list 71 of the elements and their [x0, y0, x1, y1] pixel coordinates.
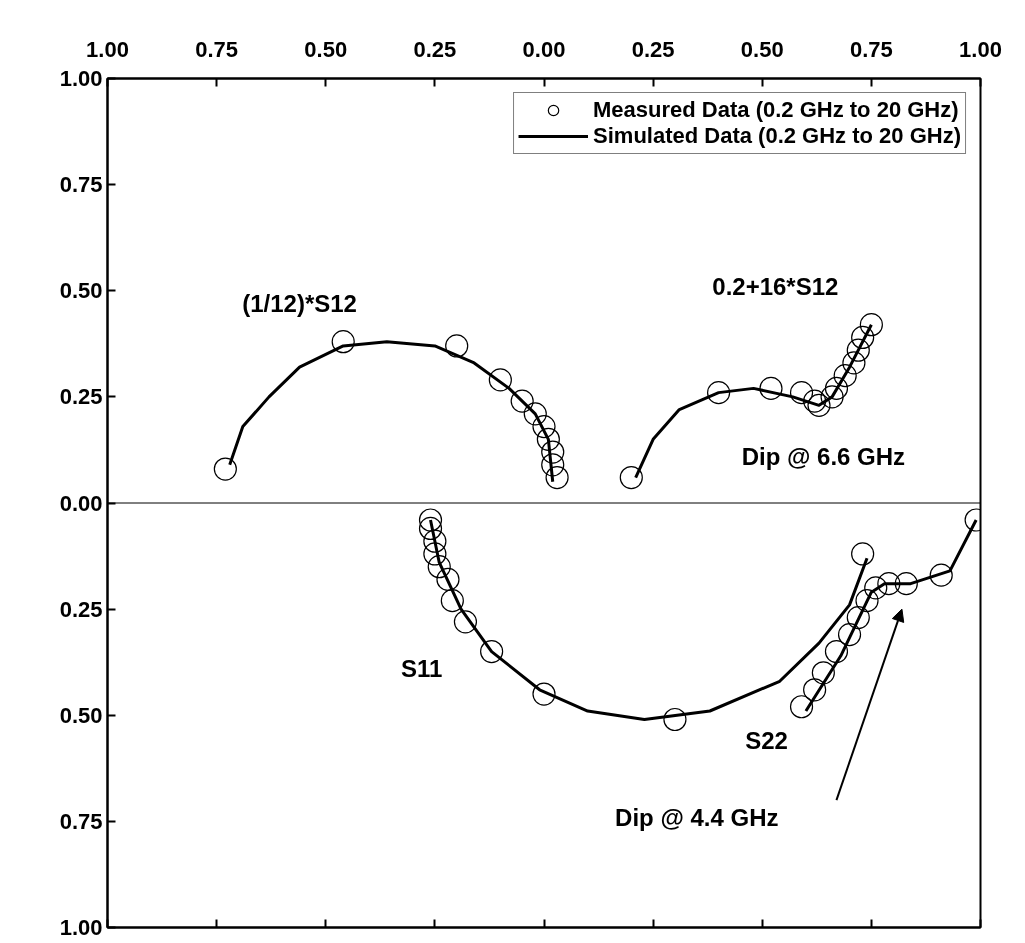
point — [423, 542, 447, 566]
x-tick-label: 0.75 — [849, 36, 893, 62]
point — [859, 313, 883, 337]
point — [824, 376, 849, 400]
point — [833, 364, 857, 388]
y-tick-label: 0.50 — [59, 278, 103, 304]
point — [811, 661, 835, 685]
point — [759, 376, 783, 400]
y-tick-label: 0.00 — [59, 490, 103, 516]
y-tick-label: 0.25 — [59, 384, 103, 410]
y-tick-label: 0.75 — [59, 808, 103, 834]
point — [855, 589, 879, 613]
point — [789, 695, 814, 719]
x-tick-label: 0.50 — [304, 36, 348, 62]
point — [427, 555, 451, 579]
point — [418, 508, 443, 532]
point — [663, 707, 687, 732]
x-tick-label: 0.00 — [522, 36, 566, 62]
annotation: (1/12)*S12 — [242, 289, 357, 317]
point — [510, 389, 534, 413]
point — [453, 610, 478, 634]
x-tick-label: 0.25 — [413, 36, 457, 62]
y-tick-label: 0.25 — [59, 596, 103, 622]
legend-label: Simulated Data (0.2 GHz to 20 GHz) — [593, 123, 961, 149]
point — [820, 385, 844, 409]
point — [851, 542, 875, 566]
legend-label: Measured Data (0.2 GHz to 20 GHz) — [593, 97, 959, 123]
point — [837, 623, 862, 647]
y-tick-label: 1.00 — [59, 66, 103, 91]
point — [523, 402, 547, 426]
point — [846, 338, 870, 362]
point — [707, 381, 731, 405]
point — [864, 576, 888, 600]
point — [789, 381, 814, 405]
point — [541, 453, 565, 477]
point — [541, 440, 565, 464]
x-tick-label: 0.50 — [740, 36, 784, 62]
x-tick-label: 0.75 — [195, 36, 239, 62]
point — [824, 640, 849, 664]
point — [877, 572, 901, 596]
point — [929, 563, 953, 587]
point — [536, 427, 560, 451]
point — [532, 415, 556, 439]
x-tick-label: 0.25 — [631, 36, 675, 62]
point — [331, 330, 355, 354]
point — [803, 678, 827, 702]
point — [842, 351, 866, 375]
point — [488, 368, 512, 392]
annotation: 0.2+16*S12 — [712, 273, 839, 301]
annotation: Dip @ 6.6 GHz — [741, 442, 906, 470]
annotation: S22 — [745, 727, 788, 755]
x-tick-label: 1.00 — [86, 36, 129, 62]
y-tick-label: 0.50 — [59, 702, 103, 728]
point — [894, 572, 918, 596]
point — [545, 465, 569, 490]
point — [851, 325, 875, 350]
point — [619, 465, 643, 490]
point — [846, 606, 870, 630]
x-tick-label: 1.00 — [959, 36, 1002, 62]
point — [445, 334, 469, 358]
point — [532, 682, 556, 706]
point — [418, 516, 443, 541]
point — [440, 589, 464, 613]
annotation: S11 — [401, 655, 443, 683]
y-tick-label: 1.00 — [59, 915, 103, 940]
point — [480, 640, 504, 664]
y-tick-label: 0.75 — [59, 172, 103, 198]
point — [213, 457, 237, 481]
annotation: Dip @ 4.4 GHz — [615, 803, 779, 831]
point — [436, 567, 460, 591]
point — [423, 529, 447, 553]
